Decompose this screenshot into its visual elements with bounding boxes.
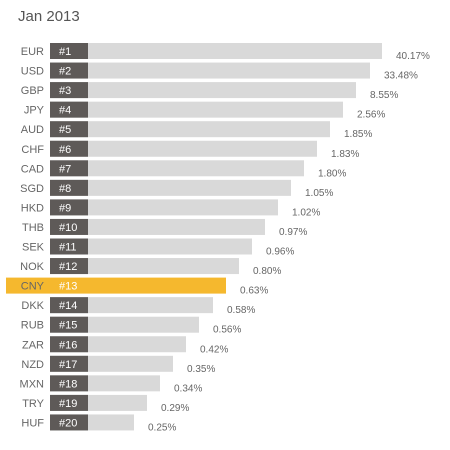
value-label: 0.80% [253,266,281,277]
rank-label: #18 [59,378,77,390]
chart-title: Jan 2013 [18,8,80,25]
rank-box-sgd [50,179,88,196]
rank-label: #12 [59,261,77,273]
value-label: 0.58% [227,305,255,316]
bar-sgd [50,179,291,196]
rank-label: #20 [59,417,77,429]
currency-label: CNY [21,281,45,293]
rank-box-try [50,394,88,411]
value-label: 0.56% [213,325,241,336]
currency-label: MXN [20,378,45,390]
value-label: 2.56% [357,110,385,121]
bar-nok [50,258,239,275]
currency-label: THB [22,222,44,234]
value-label: 33.48% [384,71,418,82]
rank-box-dkk [50,297,88,314]
bar-chf [50,140,317,157]
currency-label: CAD [21,163,44,175]
value-label: 1.80% [318,168,346,179]
rank-box-jpy [50,101,88,118]
bar-gbp [50,82,356,99]
rank-label: #14 [59,300,77,312]
currency-label: SGD [20,183,44,195]
value-label: 0.97% [279,227,307,238]
rank-box-nzd [50,355,88,372]
value-label: 1.05% [305,188,333,199]
value-label: 0.42% [200,344,228,355]
bar-jpy [50,101,343,118]
rank-label: #6 [59,144,71,156]
rank-box-aud [50,121,88,138]
rank-box-zar [50,336,88,353]
value-label: 8.55% [370,90,398,101]
value-label: 0.35% [187,364,215,375]
rank-label: #1 [59,46,71,58]
bar-highlight-cny [6,277,226,294]
rank-label: #19 [59,398,77,410]
value-label: 0.29% [161,403,189,414]
rank-label: #8 [59,183,71,195]
rank-label: #7 [59,163,71,175]
bar-thb [50,218,265,235]
value-label: 0.63% [240,286,268,297]
currency-label: JPY [24,105,45,117]
value-label: 40.17% [396,51,430,62]
rank-box-cad [50,160,88,177]
value-label: 1.02% [292,207,320,218]
currency-label: AUD [21,124,44,136]
currency-label: EUR [21,46,44,58]
rank-box-chf [50,140,88,157]
bar-cad [50,160,304,177]
rank-label: #5 [59,124,71,136]
rank-label: #2 [59,66,71,78]
rank-box-thb [50,218,88,235]
rank-box-nok [50,258,88,275]
bar-usd [50,62,370,79]
bar-aud [50,121,330,138]
currency-label: NZD [21,359,44,371]
currency-label: USD [21,66,44,78]
currency-label: HKD [21,202,44,214]
rank-box-rub [50,316,88,333]
rank-label: #4 [59,105,71,117]
value-label: 0.34% [174,383,202,394]
rank-box-gbp [50,82,88,99]
rank-box-sek [50,238,88,255]
bar-sek [50,238,252,255]
rank-label: #3 [59,85,71,97]
currency-label: SEK [22,242,45,254]
value-label: 1.85% [344,129,372,140]
bar-eur [50,43,382,59]
rank-label: #13 [59,281,77,293]
rank-box-eur [50,43,88,59]
currency-label: RUB [21,320,44,332]
currency-label: GBP [21,85,44,97]
rank-label: #16 [59,339,77,351]
rank-label: #9 [59,202,71,214]
currency-label: NOK [20,261,45,273]
rank-box-usd [50,62,88,79]
bar-hkd [50,199,278,216]
currency-label: ZAR [22,339,44,351]
value-label: 0.96% [266,247,294,258]
rank-label: #11 [59,242,77,254]
bar-dkk [50,297,213,314]
currency-label: TRY [22,398,44,410]
rank-label: #15 [59,320,77,332]
currency-label: CHF [21,144,44,156]
currency-label: DKK [21,300,44,312]
rank-box-huf [50,414,88,431]
value-label: 1.83% [331,149,359,160]
rank-label: #10 [59,222,77,234]
rank-box-hkd [50,199,88,216]
value-label: 0.25% [148,422,176,433]
rank-box-mxn [50,375,88,392]
currency-label: HUF [21,417,44,429]
rank-label: #17 [59,359,77,371]
